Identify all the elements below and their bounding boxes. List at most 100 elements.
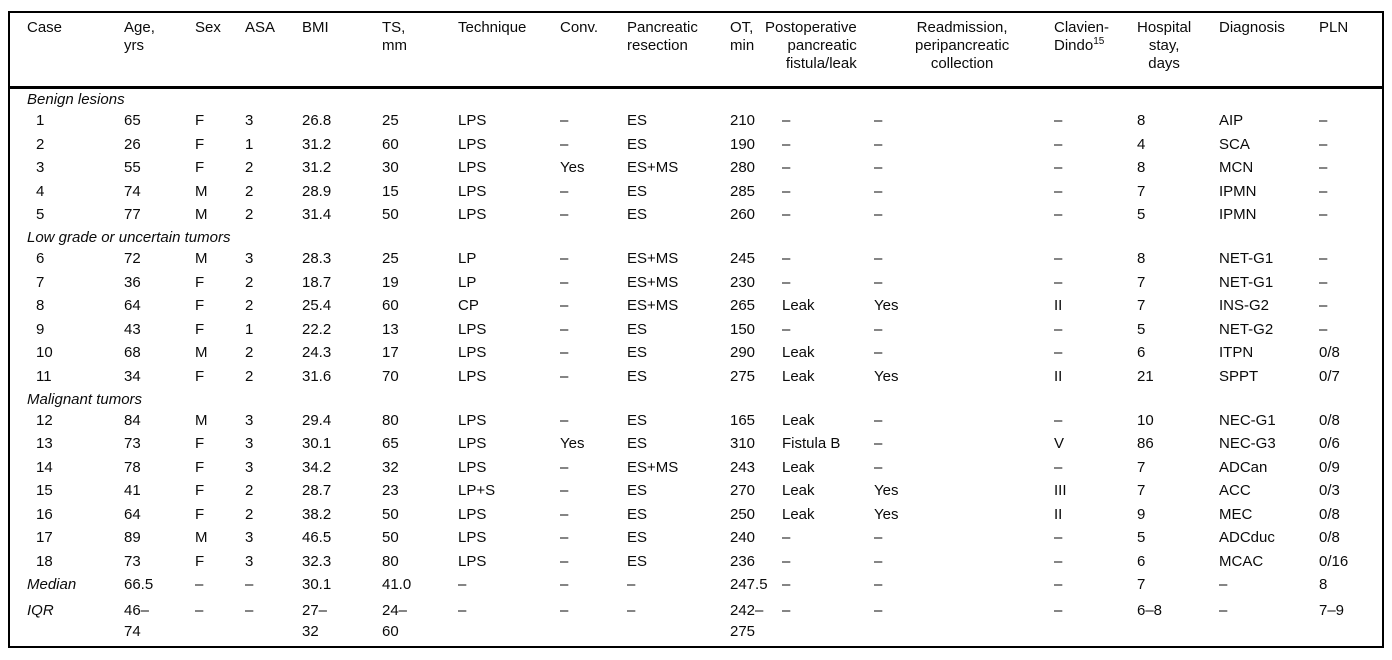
column-header-sex: Sex [178, 13, 228, 89]
case-row: 16 64 F 2 38.2 50 LPS – ES 250 Leak Yes II 9 MEC 0/8 [10, 503, 1382, 527]
column-header-ot: OT, min [713, 13, 765, 89]
row-label-cell: 16 [36, 505, 53, 523]
cell-ts: 25 [382, 112, 399, 129]
cell-technique: LPS [458, 505, 487, 523]
cell-diagnosis: IPMN [1219, 182, 1257, 200]
cell-conv: – [560, 344, 569, 361]
cell-asa: 3 [245, 250, 254, 267]
column-header-label: PLN [1319, 19, 1349, 36]
cell-pln: 0/8 [1319, 505, 1340, 523]
column-header-asa: ASA [228, 13, 285, 89]
cell-ts: 32 [382, 458, 399, 476]
cell-age: 34 [124, 367, 141, 385]
cell-sex: – [195, 576, 204, 593]
cell-resection: ES [627, 529, 648, 546]
row-label-cell: 4 [36, 182, 45, 200]
cell-pln: – [1319, 273, 1328, 291]
row-label-cell: 1 [36, 112, 45, 129]
cell-conv: – [560, 482, 569, 499]
column-header-ts: TS, mm [365, 13, 441, 89]
cell-ot: 275 [730, 367, 756, 385]
cell-ot: 190 [730, 135, 756, 153]
cell-age: 43 [124, 320, 141, 338]
cell-resection: ES [627, 320, 648, 338]
row-label-cell: 9 [36, 320, 45, 338]
cell-hospital: 6–8 [1137, 601, 1163, 619]
cell-ot: 210 [730, 112, 756, 129]
cell-age: 65 [124, 112, 141, 129]
cell-hospital: 7 [1137, 273, 1146, 291]
cell-sex: F [195, 159, 205, 176]
cell-hospital: 6 [1137, 344, 1146, 361]
cell-resection: ES [627, 182, 648, 200]
cell-age: 89 [124, 529, 141, 546]
cell-technique: LP+S [458, 482, 496, 499]
cell-diagnosis: NEC-G1 [1219, 411, 1276, 429]
case-row: 14 78 F 3 34.2 32 LPS – ES+MS 243 Leak – – 7 ADCan 0/9 [10, 456, 1382, 480]
cell-fistula: Leak [782, 344, 815, 361]
cell-readmission: Yes [874, 482, 899, 499]
cell-diagnosis: IPMN [1219, 206, 1257, 223]
column-header-conv: Conv. [543, 13, 610, 89]
cell-clavien: – [1054, 411, 1063, 429]
case-row: 1 65 F 3 26.8 25 LPS – ES 210 – – – 8 AIP – [10, 109, 1382, 133]
column-header-label: TS, mm [382, 19, 407, 54]
cell-bmi: 29.4 [302, 411, 332, 429]
cell-asa: 3 [245, 552, 254, 570]
cell-ot: 150 [730, 320, 756, 338]
cell-age: 77 [124, 206, 141, 223]
cell-technique: LPS [458, 320, 487, 338]
cell-technique: LPS [458, 367, 487, 385]
cell-fistula: – [782, 529, 791, 546]
cell-asa: 2 [245, 297, 254, 314]
cell-readmission: – [874, 458, 883, 476]
case-row: 12 84 M 3 29.4 80 LPS – ES 165 Leak – – 10 NEC-G1 0/8 [10, 409, 1382, 433]
cell-ts: 41.0 [382, 576, 412, 593]
cell-asa: 2 [245, 273, 254, 291]
column-header-label: ASA [245, 19, 276, 36]
cell-conv: – [560, 529, 569, 546]
row-label-cell: 17 [36, 529, 53, 546]
cell-technique: LPS [458, 159, 487, 176]
column-header-label: Technique [458, 19, 527, 36]
cell-asa: 2 [245, 182, 254, 200]
cell-pln: 0/16 [1319, 552, 1349, 570]
cell-pln: – [1319, 182, 1328, 200]
table-header: Case Age, yrs Sex ASA BMI TS, mm Technique Conv… [10, 13, 1382, 89]
cell-clavien: – [1054, 320, 1063, 338]
cell-ts: 13 [382, 320, 399, 338]
cell-pln: 0/3 [1319, 482, 1340, 499]
cell-resection: ES [627, 505, 648, 523]
cell-ts: 23 [382, 482, 399, 499]
cell-resection: ES [627, 367, 648, 385]
cell-readmission: – [874, 250, 883, 267]
row-label-cell: Median [27, 576, 77, 593]
cell-asa: – [245, 601, 254, 619]
cell-bmi: 18.7 [302, 273, 332, 291]
table-body: Benign lesions 1 65 F 3 26.8 25 LPS – ES 210– – –8 AI… [10, 87, 1382, 645]
section-label: Low grade or uncertain tumors [27, 229, 231, 246]
cell-fistula: Leak [782, 505, 815, 523]
cell-conv: – [560, 297, 569, 314]
cell-age: 66.5 [124, 576, 154, 593]
cell-conv: – [560, 206, 569, 223]
column-header-clavien: Clavien- Dindo15 [1037, 13, 1120, 89]
cell-ts: 80 [382, 552, 399, 570]
cell-ot: 290 [730, 344, 756, 361]
cell-age: 64 [124, 505, 141, 523]
case-row: 17 89 M 3 46.5 50 LPS – ES 240 – – – 5 ADCduc 0/8 [10, 526, 1382, 550]
cell-technique: CP [458, 297, 479, 314]
cell-conv: – [560, 505, 569, 523]
cell-asa: 3 [245, 411, 254, 429]
cell-resection: ES+MS [627, 159, 679, 176]
cell-age: 78 [124, 458, 141, 476]
cell-ts: 17 [382, 344, 399, 361]
cell-hospital: 9 [1137, 505, 1146, 523]
case-row: 13 73 F 3 30.1 65 LPS Yes ES 310 Fistula B – V 86 NEC-… [10, 432, 1382, 456]
cell-ot: 230 [730, 273, 756, 291]
cell-age: 36 [124, 273, 141, 291]
cell-hospital: 4 [1137, 135, 1146, 153]
cell-bmi: 31.6 [302, 367, 332, 385]
cell-bmi: 32.3 [302, 552, 332, 570]
column-header-label: Pancreatic resection [627, 19, 698, 54]
